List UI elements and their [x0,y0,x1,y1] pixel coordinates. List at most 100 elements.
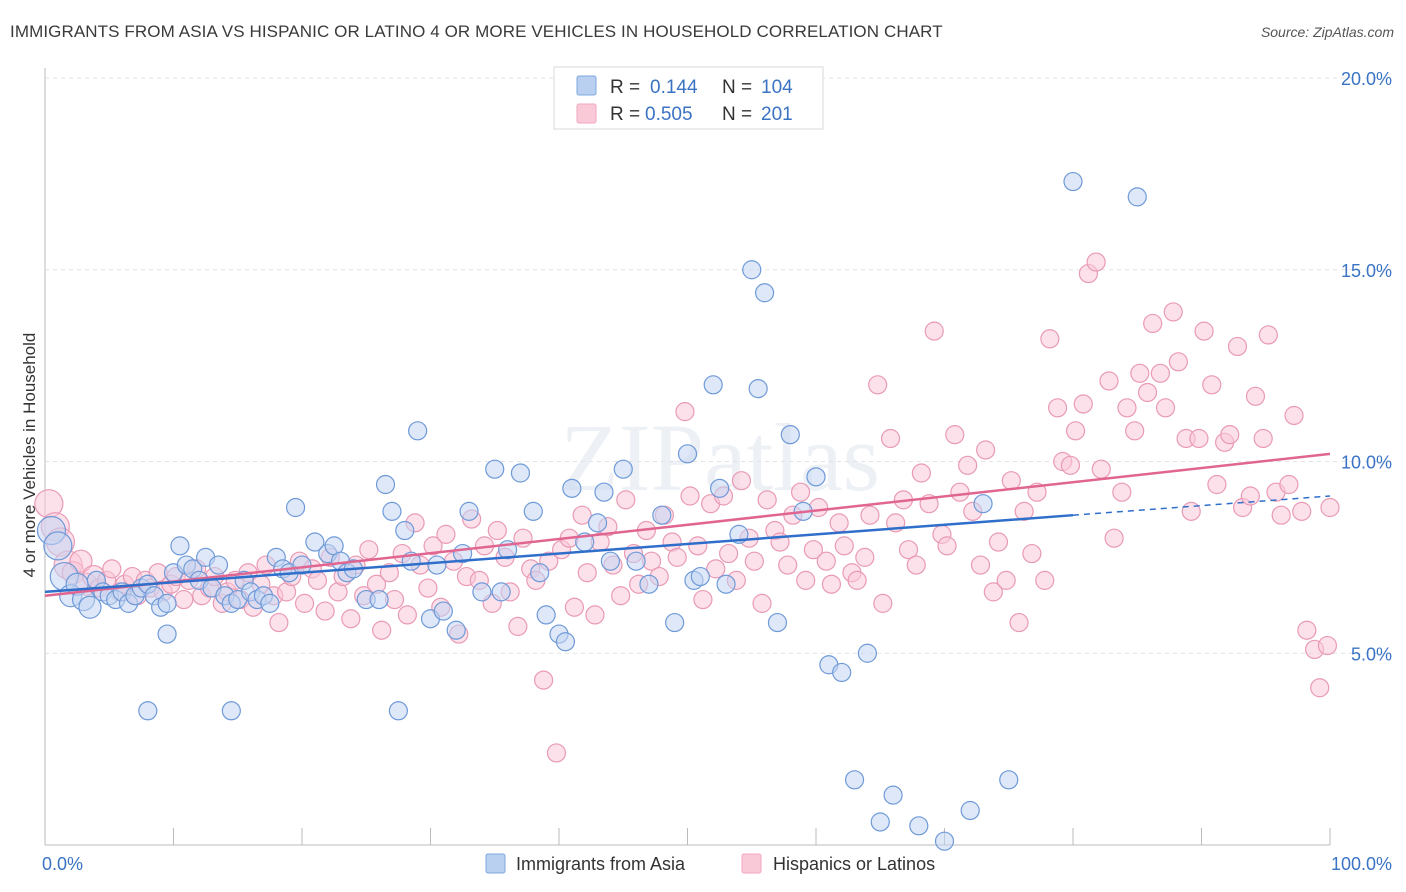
hispanics-point-130 [873,593,893,613]
axes [44,68,1331,846]
asia-point-49 [382,501,402,521]
bottom-legend-swatch-hispanics [741,853,762,874]
trend-line-asia [44,513,1074,594]
hispanics-point-185 [1227,336,1248,357]
asia-point-78 [665,612,685,633]
hispanics-point-119 [803,540,824,560]
hispanics-point-135 [906,555,926,575]
asia-point-71 [587,513,608,533]
asia-point-48 [375,474,396,495]
hispanics-point-176 [1168,352,1188,372]
hispanics-point-143 [958,455,978,475]
trend-line-asia-extension [1072,495,1331,516]
y-tick-label-3: 20.0% [1341,69,1392,89]
asia-point-50 [395,520,415,541]
hispanics-point-150 [1001,471,1021,491]
hispanics-point-157 [1047,398,1068,418]
asia-point-56 [446,620,466,640]
hispanics-point-82 [564,597,585,617]
asia-point-58 [459,501,479,521]
bottom-legend-label-asia: Immigrants from Asia [516,854,686,874]
asia-point-108 [138,701,158,721]
legend-r-label-1: R = [610,77,640,98]
hispanics-point-187 [1240,486,1260,506]
asia-point-77 [652,505,672,525]
hispanics-point-117 [790,482,811,502]
asia-point-99 [909,816,929,836]
hispanics-point-85 [585,605,605,625]
hispanics-point-190 [1258,325,1278,345]
hispanics-point-111 [752,593,772,613]
asia-point-34 [260,593,280,613]
hispanics-point-170 [1130,363,1150,383]
hispanics-point-73 [508,616,528,637]
hispanics-point-166 [1104,528,1124,548]
hispanics-point-104 [706,559,726,579]
trend-lines [44,452,1331,597]
hispanics-point-182 [1207,474,1227,495]
legend-swatch-asia [576,75,597,96]
asia-point-102 [973,494,993,514]
asia-point-38 [285,497,306,518]
hispanics-point-83 [572,505,592,525]
hispanics-point-108 [731,471,752,491]
hispanics-point-50 [359,540,379,560]
asia-point-73 [600,551,621,571]
hispanics-point-159 [1060,455,1081,475]
asia-point-75 [626,551,646,571]
hispanics-point-110 [744,551,764,571]
hispanics-point-126 [847,570,867,590]
hispanics-point-102 [693,589,713,610]
asia-point-84 [716,574,736,594]
hispanics-point-149 [996,570,1016,590]
hispanics-point-198 [1310,678,1330,698]
hispanics-point-181 [1202,375,1222,395]
hispanics-point-122 [821,574,842,594]
asia-point-88 [754,283,775,303]
hispanics-point-165 [1099,371,1119,391]
hispanics-point-5 [69,549,93,573]
asia-point-92 [806,467,826,487]
asia-point-6 [78,595,102,619]
legend-n-label-2: N = [722,104,752,125]
hispanics-point-152 [1014,501,1034,521]
hispanics-point-164 [1091,459,1111,479]
hispanics-point-36 [269,612,289,633]
asia-point-68 [555,632,576,652]
x-tick-label-1: 100.0% [1331,854,1392,874]
hispanics-point-163 [1086,252,1106,272]
asia-point-74 [613,459,633,479]
hispanics-point-128 [860,505,880,525]
hispanics-point-194 [1284,405,1304,426]
hispanics-point-101 [688,536,708,556]
hispanics-point-180 [1194,321,1214,341]
hispanics-point-127 [855,547,875,567]
hispanics-point-188 [1245,386,1266,406]
legend-r-value-2: 0.505 [645,104,693,125]
legend-r-label-2: R = [610,104,640,125]
legend-n-label-1: N = [722,77,752,98]
asia-point-66 [536,605,556,625]
hispanics-point-200 [1320,497,1340,518]
asia-point-79 [677,444,698,464]
hispanics-point-134 [898,540,919,560]
hispanics-point-175 [1163,302,1183,322]
hispanics-point-195 [1292,501,1312,521]
chart-source: Source: ZipAtlas.com [1260,24,1394,40]
hispanics-point-42 [307,570,328,590]
hispanics-point-47 [341,609,361,629]
asia-point-95 [844,770,865,790]
asia-point-86 [742,260,762,280]
hispanics-point-146 [976,440,996,460]
hispanics-point-40 [294,593,315,613]
asia-point-55 [433,601,453,621]
asia-point-39 [292,555,312,575]
asia-point-106 [221,701,241,721]
hispanics-point-148 [988,532,1009,552]
asia-point-101 [960,800,980,821]
bottom-legend-swatch-asia [485,853,506,874]
hispanics-point-56 [397,605,417,625]
hispanics-point-189 [1253,428,1273,449]
bottom-legend-label-hispanics: Hispanics or Latinos [773,854,935,874]
